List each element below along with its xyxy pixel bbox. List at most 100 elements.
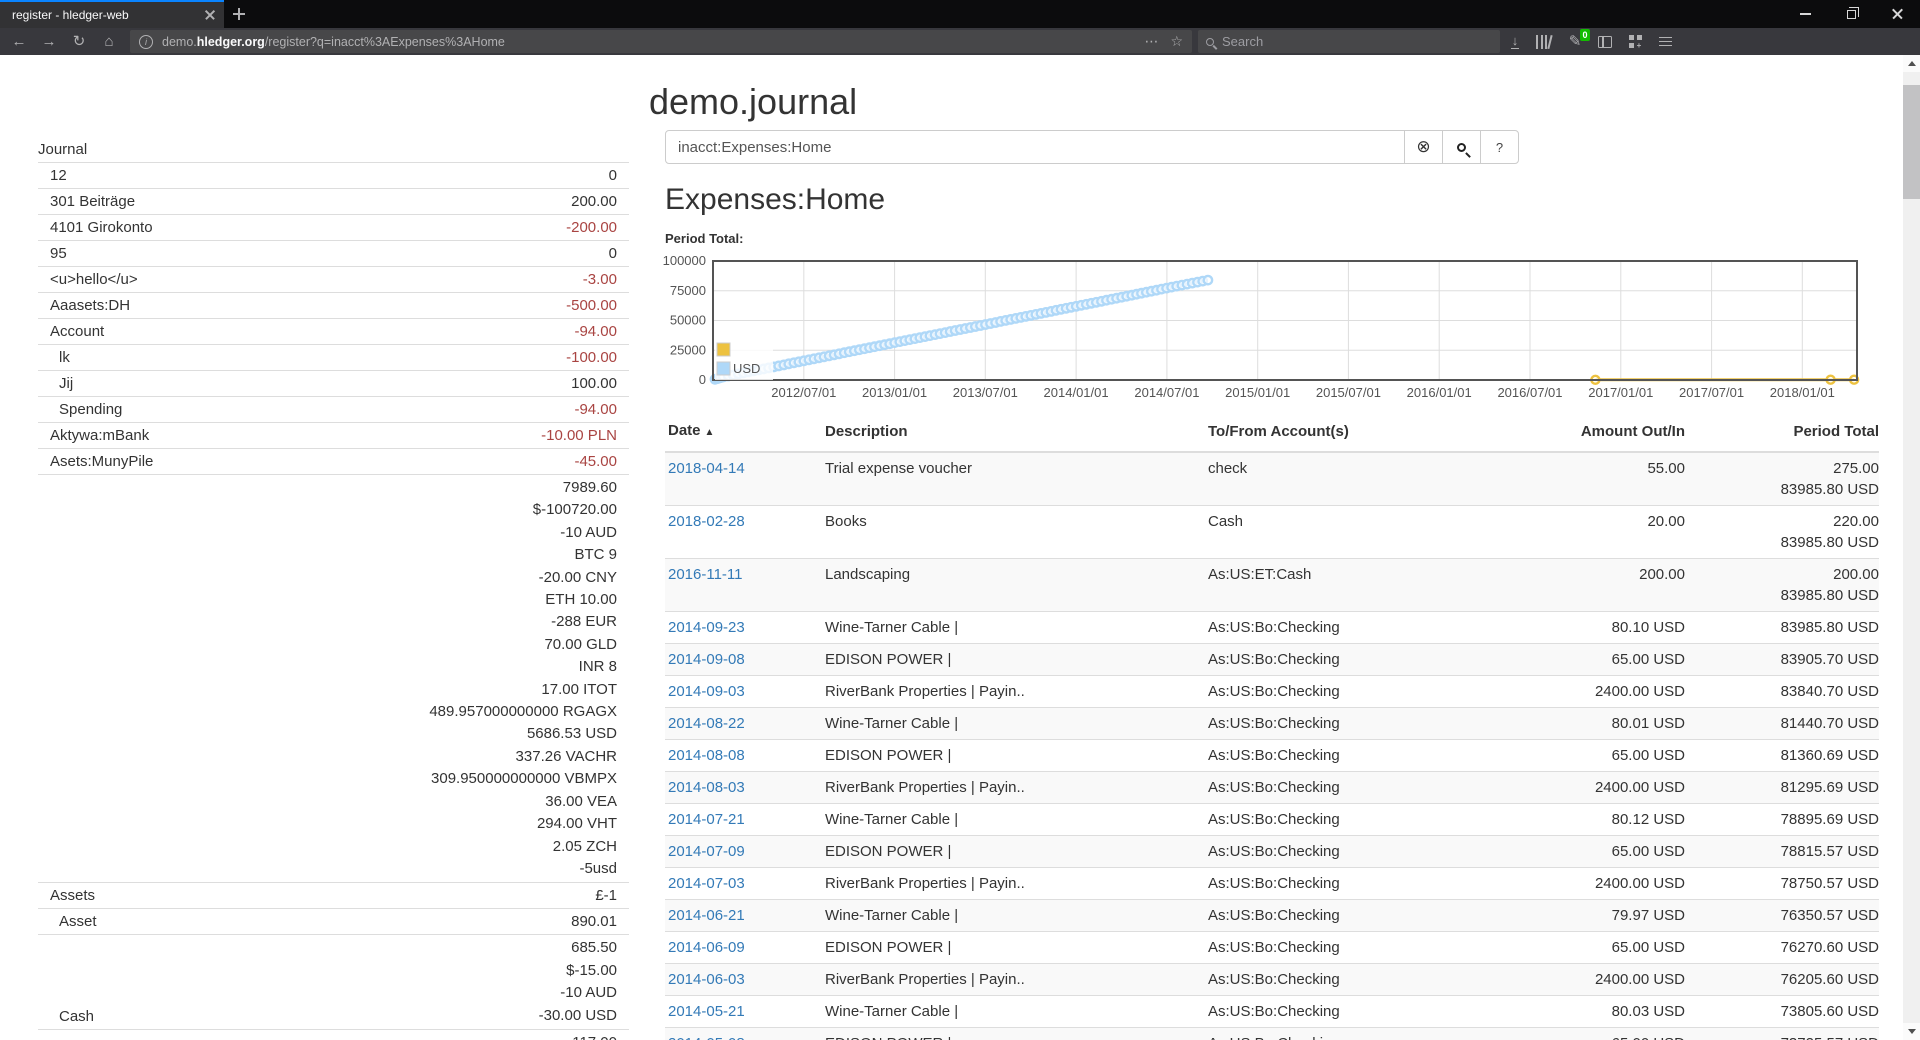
svg-text:2017/01/01: 2017/01/01 (1588, 385, 1653, 400)
restore-button[interactable] (1828, 0, 1874, 28)
period-total-amount: 83840.70 USD (1780, 683, 1879, 700)
new-tab-button[interactable] (224, 0, 254, 28)
transaction-account: As:US:Bo:Checking (1208, 971, 1340, 988)
page-actions-icon[interactable]: ⋯ (1144, 33, 1159, 49)
sidebars-button[interactable] (1590, 30, 1620, 53)
sidebar-account-row: 301 Beiträge 200.00 (38, 189, 629, 215)
transaction-description: RiverBank Properties | Payin.. (825, 779, 1025, 796)
sidebar-account-balance: -94.00 (574, 401, 617, 418)
sidebar-account-link[interactable]: 4101 Girokonto (50, 219, 153, 236)
svg-text:2016/07/01: 2016/07/01 (1497, 385, 1562, 400)
extension-badge: 0 (1579, 29, 1590, 41)
clear-icon: ⊗ (1416, 137, 1431, 156)
library-button[interactable] (1530, 30, 1560, 53)
sidebar-account-link[interactable]: <u>hello</u> (50, 271, 138, 288)
transaction-description: Wine-Tarner Cable | (825, 1003, 959, 1020)
bookmark-star-icon[interactable]: ☆ (1170, 33, 1183, 49)
extension-button[interactable]: ✎ 0 (1560, 29, 1590, 53)
menu-button[interactable] (1650, 30, 1680, 53)
col-header-date[interactable]: Date ▲ (665, 414, 822, 453)
transaction-date-link[interactable]: 2016-11-11 (668, 566, 743, 583)
transaction-date-link[interactable]: 2014-07-21 (668, 811, 745, 828)
register-row: 2014-06-21 Wine-Tarner Cable | As:US:Bo:Ch… (665, 899, 1879, 932)
info-icon[interactable]: i (139, 34, 153, 49)
transaction-description: Wine-Tarner Cable | (825, 619, 959, 636)
sidebar-account-link[interactable]: Account (50, 323, 105, 340)
period-total-amount: 275.00 83985.80 USD (1780, 460, 1879, 498)
transaction-date-link[interactable]: 2014-05-08 (668, 1035, 745, 1040)
sidebar-account-balance: 890.01 (571, 913, 617, 931)
browser-chrome: register - hledger-web ← → ↻ ⌂ i demo.hl… (0, 0, 1920, 55)
transaction-date-link[interactable]: 2014-09-03 (668, 683, 745, 700)
transaction-description: RiverBank Properties | Payin.. (825, 683, 1025, 700)
downloads-button[interactable]: ↓ (1500, 30, 1530, 53)
reload-button[interactable]: ↻ (72, 33, 86, 50)
sidebar-account-link[interactable]: Cash (59, 1007, 95, 1025)
register-table-body: 2018-04-14 Trial expense voucher check 55.0… (665, 452, 1879, 1040)
query-form: ⊗ ? (665, 130, 1519, 164)
query-input[interactable] (665, 130, 1405, 164)
help-button[interactable]: ? (1480, 130, 1519, 164)
clear-query-button[interactable]: ⊗ (1404, 130, 1443, 164)
col-header-amount[interactable]: Amount Out/In (1535, 414, 1685, 453)
transaction-date-link[interactable]: 2014-05-21 (668, 1003, 745, 1020)
transaction-date-link[interactable]: 2014-09-08 (668, 651, 745, 668)
transaction-date-link[interactable]: 2014-06-09 (668, 939, 745, 956)
transaction-account: As:US:Bo:Checking (1208, 683, 1340, 700)
scroll-up-button[interactable] (1903, 55, 1920, 72)
sidebar-account-link[interactable]: Journal (38, 141, 88, 158)
browser-search-box[interactable]: Search (1198, 30, 1500, 53)
transaction-date-link[interactable]: 2014-08-22 (668, 715, 745, 732)
tab-strip: register - hledger-web (0, 0, 1920, 28)
svg-text:2012/07/01: 2012/07/01 (771, 385, 836, 400)
transaction-description: EDISON POWER | (825, 939, 952, 956)
col-header-account[interactable]: To/From Account(s) (1205, 414, 1535, 453)
sidebar-account-link[interactable]: 301 Beiträge (50, 193, 136, 210)
close-button[interactable] (1874, 0, 1920, 28)
sidebar-account-link[interactable]: Assets (50, 887, 96, 905)
col-header-description[interactable]: Description (822, 414, 1205, 453)
minimize-button[interactable] (1782, 0, 1828, 28)
transaction-date-link[interactable]: 2018-04-14 (668, 460, 745, 477)
transaction-amount: 80.01 USD (1611, 715, 1685, 732)
home-button[interactable]: ⌂ (104, 33, 114, 50)
sidebar-account-link[interactable]: 12 (50, 167, 67, 184)
transaction-date-link[interactable]: 2018-02-28 (668, 513, 745, 530)
transaction-date-link[interactable]: 2014-09-23 (668, 619, 745, 636)
transaction-date-link[interactable]: 2014-06-21 (668, 907, 745, 924)
transaction-date-link[interactable]: 2014-07-03 (668, 875, 745, 892)
scroll-down-button[interactable] (1903, 1023, 1920, 1040)
back-button[interactable]: ← (11, 33, 27, 50)
sidebar-account-link[interactable]: Asets:MunyPile (50, 453, 154, 470)
period-total-amount: 81360.69 USD (1780, 747, 1879, 764)
transaction-amount: 20.00 (1647, 513, 1685, 530)
register-row: 2018-02-28 Books Cash 20.00 220.00 83985.80 U… (665, 505, 1879, 559)
page-scrollbar[interactable] (1903, 55, 1920, 1040)
sidebar-account-link[interactable]: Aktywa:mBank (50, 427, 150, 444)
col-header-period-total[interactable]: Period Total (1685, 414, 1879, 453)
containers-button[interactable]: + (1620, 30, 1650, 53)
url-bar[interactable]: i demo.hledger.org/register?q=inacct%3AE… (130, 30, 1192, 53)
extension-icon: ✎ (1568, 33, 1582, 50)
transaction-date-link[interactable]: 2014-08-03 (668, 779, 745, 796)
forward-button[interactable]: → (41, 33, 57, 50)
scrollbar-thumb[interactable] (1903, 85, 1920, 199)
navigation-toolbar: ← → ↻ ⌂ i demo.hledger.org/register?q=in… (0, 28, 1920, 55)
transaction-description: Trial expense voucher (825, 460, 973, 477)
period-total-amount: 76350.57 USD (1780, 907, 1879, 924)
transaction-amount: 65.00 USD (1611, 843, 1685, 860)
browser-tab[interactable]: register - hledger-web (0, 0, 224, 28)
sidebar-account-balance: -117.00 (567, 1032, 629, 1040)
sidebar-account-link[interactable]: 95 (50, 245, 67, 262)
sidebar-account-link[interactable]: Aaasets:DH (50, 297, 131, 314)
sidebar-account-link[interactable]: Spending (59, 401, 123, 418)
transaction-date-link[interactable]: 2014-06-03 (668, 971, 745, 988)
sidebar-account-link[interactable]: Jij (59, 375, 74, 392)
search-button[interactable] (1442, 130, 1481, 164)
sidebar-account-link[interactable]: Asset (59, 913, 97, 931)
sidebar-account-link[interactable]: lk (59, 349, 70, 366)
tab-close-icon[interactable] (204, 9, 216, 21)
url-domain: hledger.org (196, 34, 265, 49)
transaction-date-link[interactable]: 2014-08-08 (668, 747, 745, 764)
transaction-date-link[interactable]: 2014-07-09 (668, 843, 745, 860)
